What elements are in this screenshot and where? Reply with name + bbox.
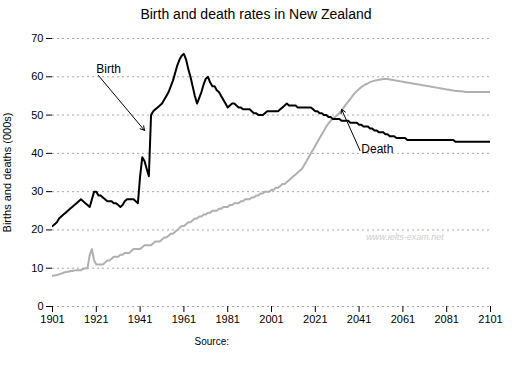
svg-text:1961: 1961 bbox=[172, 313, 196, 325]
svg-text:40: 40 bbox=[31, 147, 43, 159]
svg-text:0: 0 bbox=[37, 300, 43, 312]
svg-text:1941: 1941 bbox=[128, 313, 152, 325]
svg-text:2101: 2101 bbox=[478, 313, 502, 325]
svg-text:2001: 2001 bbox=[259, 313, 283, 325]
svg-text:2021: 2021 bbox=[303, 313, 327, 325]
svg-text:2061: 2061 bbox=[391, 313, 415, 325]
html-text:Birth and death rates in New Z: Birth and death rates in New Zealand bbox=[140, 6, 372, 22]
svg-text:50: 50 bbox=[31, 109, 43, 121]
svg-text:www.ielts-exam.net: www.ielts-exam.net bbox=[366, 232, 444, 242]
svg-text:20: 20 bbox=[31, 223, 43, 235]
svg-text:2081: 2081 bbox=[434, 313, 458, 325]
svg-text:10: 10 bbox=[31, 262, 43, 274]
svg-text:2041: 2041 bbox=[347, 313, 371, 325]
svg-text:70: 70 bbox=[31, 32, 43, 44]
svg-text:Birth: Birth bbox=[96, 62, 121, 76]
svg-text:30: 30 bbox=[31, 185, 43, 197]
svg-text:Births and deaths (000s): Births and deaths (000s) bbox=[1, 113, 13, 233]
svg-text:Death: Death bbox=[361, 142, 393, 156]
svg-text:60: 60 bbox=[31, 70, 43, 82]
svg-text:1981: 1981 bbox=[215, 313, 239, 325]
svg-text:1901: 1901 bbox=[40, 313, 64, 325]
svg-text:1921: 1921 bbox=[84, 313, 108, 325]
html-text:Source:: Source: bbox=[194, 336, 229, 347]
